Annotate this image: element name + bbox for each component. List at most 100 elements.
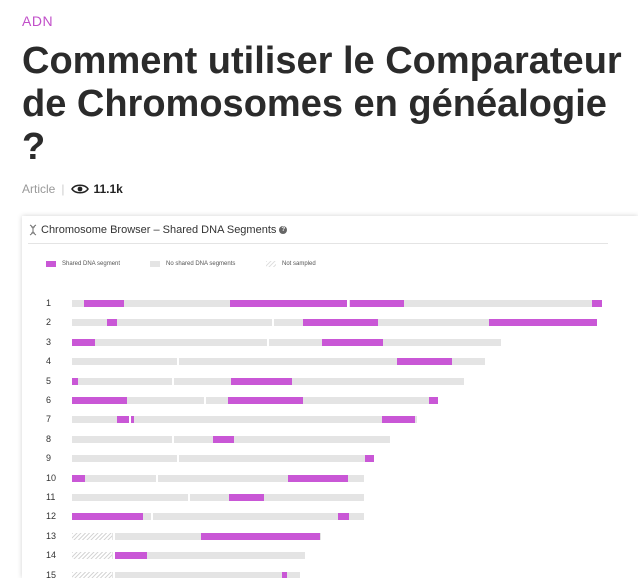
shared-segment[interactable] [281, 571, 288, 578]
chromosome-bar [72, 455, 375, 463]
shared-segment[interactable] [338, 513, 350, 521]
legend: Shared DNA segment No shared DNA segment… [22, 261, 638, 273]
shared-segment[interactable] [365, 455, 375, 463]
eye-icon [71, 184, 90, 194]
legend-not-sampled: Not sampled [266, 261, 316, 267]
centromere-gap [155, 474, 158, 482]
shared-segment[interactable] [114, 552, 148, 560]
not-sampled-segment [72, 571, 113, 578]
shared-segment[interactable] [84, 300, 124, 307]
chromosome-bar [72, 474, 364, 482]
centromere-gap [177, 455, 179, 463]
shared-segment[interactable] [322, 338, 384, 346]
chromosome-label: 9 [46, 453, 52, 464]
chromosome-bar [72, 513, 364, 521]
chromosome-row: 6 [22, 394, 638, 406]
chromosome-label: 7 [46, 414, 52, 425]
chromosome-track [72, 416, 417, 424]
shared-segment[interactable] [227, 397, 304, 404]
article-meta: Article | 11.1k [22, 181, 123, 197]
chromosome-bar [72, 377, 465, 385]
legend-not-sampled-label: Not sampled [282, 261, 316, 267]
chromosome-label: 3 [46, 336, 52, 347]
legend-shared-swatch [46, 261, 56, 267]
legend-shared: Shared DNA segment [46, 261, 120, 267]
chromosome-track [72, 474, 364, 482]
chromosome-row: 10 [22, 472, 638, 484]
shared-segment[interactable] [489, 319, 597, 327]
shared-segment[interactable] [200, 532, 321, 540]
shared-segment[interactable] [106, 319, 117, 327]
header-divider [28, 243, 608, 244]
chromosome-row: 15 [22, 569, 638, 578]
view-count: 11.1k [93, 182, 123, 196]
category-link[interactable]: ADN [22, 13, 54, 29]
shared-segment[interactable] [212, 435, 235, 443]
shared-segment[interactable] [429, 397, 439, 404]
chromosome-bar [72, 300, 602, 307]
legend-none: No shared DNA segments [150, 261, 235, 267]
centromere-gap [171, 435, 174, 443]
chromosome-bar [72, 494, 364, 501]
centromere-gap [177, 358, 179, 366]
browser-header: Chromosome Browser – Shared DNA Segments… [28, 224, 288, 236]
chromosome-bar [72, 397, 439, 404]
chromosome-row: 4 [22, 355, 638, 367]
centromere-gap [203, 397, 206, 404]
shared-segment[interactable] [231, 377, 292, 385]
not-sampled-segment [72, 552, 113, 560]
chromosome-track [72, 494, 364, 501]
shared-segment[interactable] [72, 338, 95, 346]
shared-segment[interactable] [302, 319, 378, 327]
centromere-gap [346, 300, 349, 307]
chromosome-bar [72, 416, 417, 424]
shared-segment[interactable] [382, 416, 415, 424]
chromosome-row: 12 [22, 510, 638, 522]
chromosome-label: 14 [46, 550, 57, 561]
chromosome-row: 9 [22, 452, 638, 464]
centromere-gap [150, 513, 153, 521]
help-icon[interactable]: ? [279, 226, 288, 234]
chromosome-track [72, 358, 486, 366]
page-title: Comment utiliser le Comparateur de Chrom… [22, 40, 622, 168]
chromosome-bar [72, 532, 322, 540]
shared-segment[interactable] [230, 300, 348, 307]
chromosome-bar [72, 338, 502, 346]
centromere-gap [113, 571, 116, 578]
centromere-gap [113, 532, 116, 540]
chromosome-label: 1 [46, 298, 52, 308]
shared-segment[interactable] [72, 513, 144, 521]
chromosome-label: 5 [46, 375, 52, 386]
chromosome-track [72, 513, 364, 521]
shared-segment[interactable] [228, 494, 264, 501]
not-sampled-segment [72, 532, 113, 540]
shared-segment[interactable] [117, 416, 134, 424]
chromosome-track [72, 338, 502, 346]
chromosome-bar [72, 552, 306, 560]
shared-segment[interactable] [350, 300, 404, 307]
chromosome-track [72, 532, 322, 540]
chromosome-bar [72, 571, 300, 578]
chromosome-label: 4 [46, 356, 52, 367]
dna-icon [29, 224, 37, 236]
shared-segment[interactable] [72, 397, 128, 404]
centromere-gap [267, 338, 270, 346]
chromosome-label: 15 [46, 569, 57, 578]
chromosome-bar [72, 358, 486, 366]
centromere-gap [129, 416, 132, 424]
chromosome-row: 11 [22, 491, 638, 503]
centromere-gap [187, 494, 190, 501]
chromosome-label: 12 [46, 511, 57, 522]
chromosome-row: 2 [22, 316, 638, 328]
article-type: Article [22, 182, 56, 196]
shared-segment[interactable] [288, 474, 349, 482]
chromosome-row: 7 [22, 413, 638, 425]
shared-segment[interactable] [396, 358, 452, 366]
shared-segment[interactable] [592, 300, 602, 307]
chromosome-label: 8 [46, 433, 52, 444]
chromosome-row: 14 [22, 549, 638, 561]
shared-segment[interactable] [72, 474, 86, 482]
chromosome-row: 8 [22, 433, 638, 445]
shared-segment[interactable] [72, 377, 78, 385]
centromere-gap [171, 377, 174, 385]
